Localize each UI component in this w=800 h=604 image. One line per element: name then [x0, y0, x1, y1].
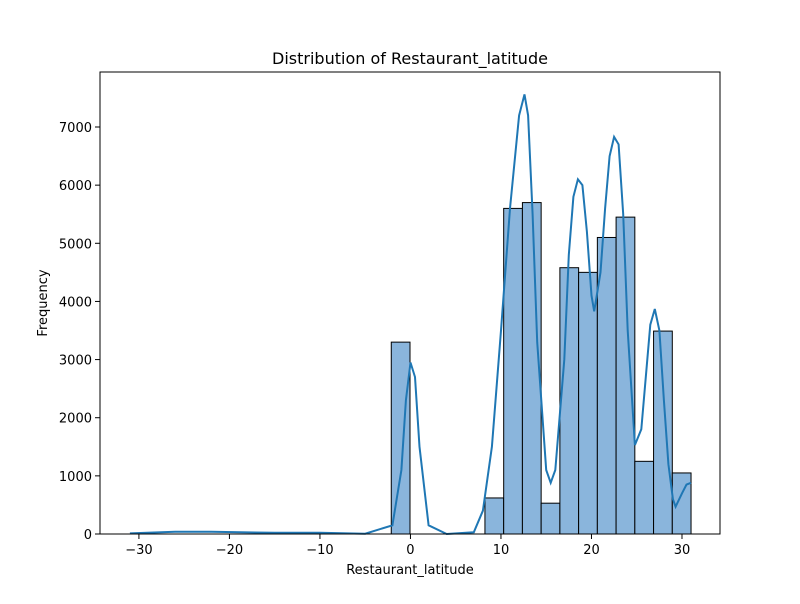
y-tick-label: 5000: [59, 237, 92, 252]
bar: [559, 267, 580, 535]
x-tick-label: 0: [406, 543, 414, 558]
chart-title: Distribution of Restaurant_latitude: [272, 49, 548, 69]
y-tick-label: 7000: [59, 121, 92, 136]
kde-line: [129, 94, 692, 536]
bar: [596, 236, 617, 535]
y-axis-label: Frequency: [36, 269, 51, 336]
x-tick-label: 10: [493, 543, 510, 558]
x-tick-label: 30: [674, 543, 691, 558]
y-tick-label: 4000: [59, 295, 92, 310]
bar: [540, 502, 561, 535]
x-tick-label: −20: [216, 543, 243, 558]
y-tick-label: 3000: [59, 354, 92, 369]
x-axis-label: Restaurant_latitude: [346, 563, 474, 578]
bar: [390, 341, 411, 535]
y-tick-label: 1000: [59, 470, 92, 485]
x-tick-label: −10: [306, 543, 333, 558]
bar: [484, 497, 505, 535]
bar: [634, 460, 655, 535]
y-tick-label: 0: [84, 528, 92, 543]
x-tick-label: −30: [125, 543, 152, 558]
y-tick-label: 2000: [59, 412, 92, 427]
x-tick-label: 20: [583, 543, 600, 558]
bar: [653, 330, 673, 535]
bar: [578, 271, 598, 535]
y-tick-label: 6000: [59, 179, 92, 194]
